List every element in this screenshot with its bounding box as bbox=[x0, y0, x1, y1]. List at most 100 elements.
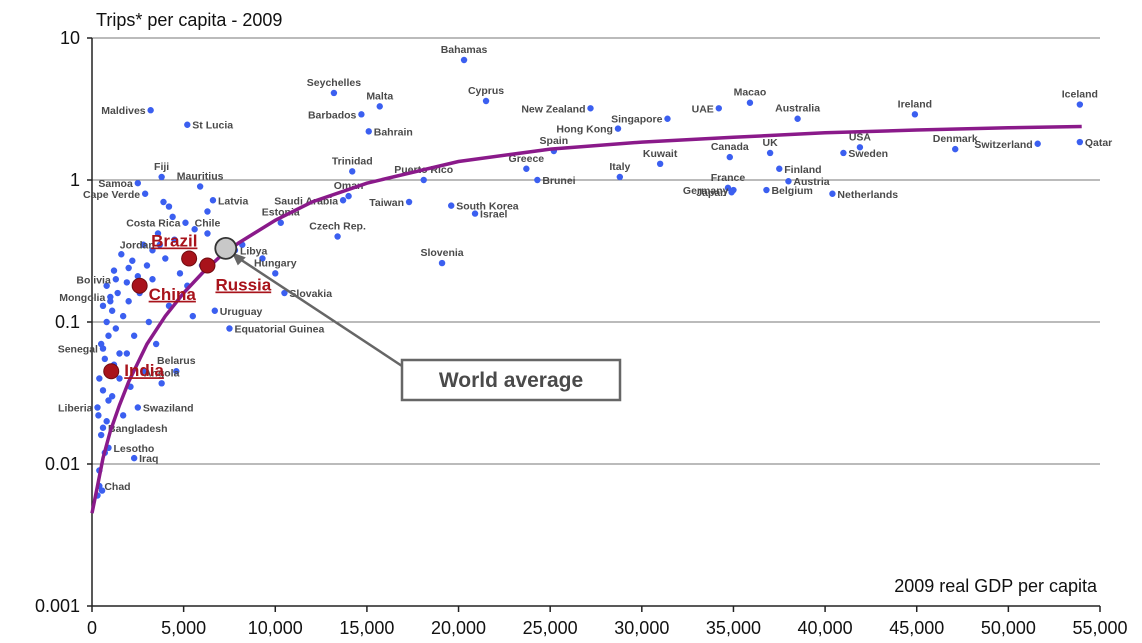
data-point-jordan bbox=[156, 241, 164, 248]
x-tick-label: 55,000 bbox=[1072, 618, 1127, 638]
callout-text: World average bbox=[439, 369, 583, 392]
point-label-kuwait: Kuwait bbox=[643, 148, 678, 160]
data-point-usa bbox=[856, 144, 864, 151]
highlight-label-russia: Russia bbox=[215, 275, 271, 294]
x-tick-label: 10,000 bbox=[248, 618, 303, 638]
data-point bbox=[114, 289, 121, 297]
point-label-canada: Canada bbox=[711, 141, 749, 153]
data-point-saudi-arabia bbox=[339, 197, 347, 204]
x-tick-label: 15,000 bbox=[339, 618, 394, 638]
point-label-qatar: Qatar bbox=[1085, 137, 1112, 149]
point-label-new-zealand: New Zealand bbox=[521, 103, 585, 115]
point-label-senegal: Senegal bbox=[58, 344, 98, 356]
data-point-czech-rep bbox=[334, 233, 341, 240]
data-point-uk bbox=[766, 149, 774, 157]
data-point-taiwan bbox=[405, 198, 413, 206]
point-label-bolivia: Bolivia bbox=[76, 274, 111, 286]
point-label-estonia: Estonia bbox=[262, 207, 300, 219]
data-point bbox=[101, 355, 109, 363]
data-point-netherlands bbox=[829, 190, 836, 197]
point-label-iraq: Iraq bbox=[139, 453, 158, 465]
callout-arrowhead bbox=[231, 252, 246, 266]
point-label-mauritius: Mauritius bbox=[177, 170, 224, 182]
data-point-swaziland bbox=[134, 404, 142, 411]
point-label-singapore: Singapore bbox=[611, 114, 663, 126]
point-label-spain: Spain bbox=[540, 135, 569, 147]
highlight-point-india bbox=[103, 363, 120, 380]
data-point-new-zealand bbox=[587, 105, 594, 112]
data-point bbox=[191, 226, 198, 233]
data-point-mauritius bbox=[196, 183, 204, 190]
data-point-italy bbox=[616, 173, 624, 181]
data-point bbox=[143, 262, 151, 269]
point-label-maldives: Maldives bbox=[101, 105, 146, 117]
point-label-trinidad: Trinidad bbox=[332, 155, 373, 167]
point-label-denmark: Denmark bbox=[933, 133, 978, 145]
data-point-slovakia bbox=[281, 289, 288, 297]
data-point bbox=[171, 236, 178, 243]
trend-line bbox=[90, 124, 1082, 514]
data-point bbox=[97, 431, 105, 439]
data-point bbox=[162, 255, 169, 262]
point-label-hungary: Hungary bbox=[254, 257, 297, 269]
data-point-equatorial-guinea bbox=[226, 325, 233, 332]
y-tick-label: 10 bbox=[60, 28, 80, 48]
data-point-uae bbox=[715, 105, 722, 112]
highlight-label-brazil: Brazil bbox=[151, 232, 197, 251]
point-label-libya: Libya bbox=[240, 245, 268, 257]
data-point bbox=[165, 203, 173, 210]
data-point bbox=[103, 418, 110, 425]
data-point-trinidad bbox=[349, 168, 356, 175]
point-label-chad: Chad bbox=[104, 481, 130, 493]
point-label-belarus: Belarus bbox=[157, 355, 196, 367]
point-label-sweden: Sweden bbox=[848, 148, 888, 160]
point-label-samoa: Samoa bbox=[98, 178, 133, 190]
point-label-cape-verde: Cape Verde bbox=[83, 189, 140, 201]
point-label-uae: UAE bbox=[692, 103, 714, 115]
data-point-singapore bbox=[664, 115, 671, 122]
point-label-iceland: Iceland bbox=[1062, 89, 1098, 101]
data-point-cyprus bbox=[482, 97, 490, 105]
point-label-brunei: Brunei bbox=[542, 175, 575, 187]
point-label-equatorial-guinea: Equatorial Guinea bbox=[234, 323, 324, 335]
point-label-czech-rep: Czech Rep. bbox=[309, 221, 366, 233]
data-point bbox=[189, 312, 196, 320]
data-point bbox=[103, 282, 110, 289]
data-point-iraq bbox=[130, 454, 138, 462]
data-point-senegal bbox=[99, 345, 107, 352]
data-point bbox=[99, 387, 107, 394]
point-label-jordan: Jordan bbox=[120, 240, 155, 252]
data-point bbox=[116, 375, 123, 382]
data-point bbox=[123, 279, 131, 286]
data-point-latvia bbox=[209, 197, 217, 204]
x-tick-label: 5,000 bbox=[161, 618, 206, 638]
data-point-japan bbox=[728, 189, 735, 196]
point-label-swaziland: Swaziland bbox=[143, 402, 194, 414]
data-point-australia bbox=[794, 115, 801, 122]
point-label-austria: Austria bbox=[793, 176, 829, 188]
data-point-iceland bbox=[1076, 101, 1084, 108]
highlight-point-russia bbox=[199, 257, 216, 274]
data-point bbox=[99, 302, 107, 310]
data-point-switzerland bbox=[1034, 140, 1041, 147]
point-label-malta: Malta bbox=[366, 90, 393, 102]
data-point-costa-rica bbox=[182, 219, 189, 226]
data-point bbox=[145, 318, 153, 326]
data-point-belarus bbox=[173, 368, 180, 375]
data-point bbox=[118, 251, 125, 258]
point-label-slovakia: Slovakia bbox=[289, 288, 332, 300]
data-point-puerto-rico bbox=[420, 176, 427, 184]
data-point-samoa bbox=[134, 179, 142, 187]
point-label-seychelles: Seychelles bbox=[307, 77, 361, 89]
data-point bbox=[112, 325, 120, 332]
data-point-kuwait bbox=[656, 160, 664, 168]
x-tick-label: 30,000 bbox=[614, 618, 669, 638]
x-tick-label: 20,000 bbox=[431, 618, 486, 638]
data-point-denmark bbox=[952, 145, 959, 153]
point-label-greece: Greece bbox=[509, 153, 545, 165]
y-tick-label: 0.001 bbox=[35, 596, 80, 616]
data-point bbox=[160, 198, 167, 206]
point-label-angola: Angola bbox=[144, 367, 180, 379]
data-point bbox=[149, 276, 156, 283]
